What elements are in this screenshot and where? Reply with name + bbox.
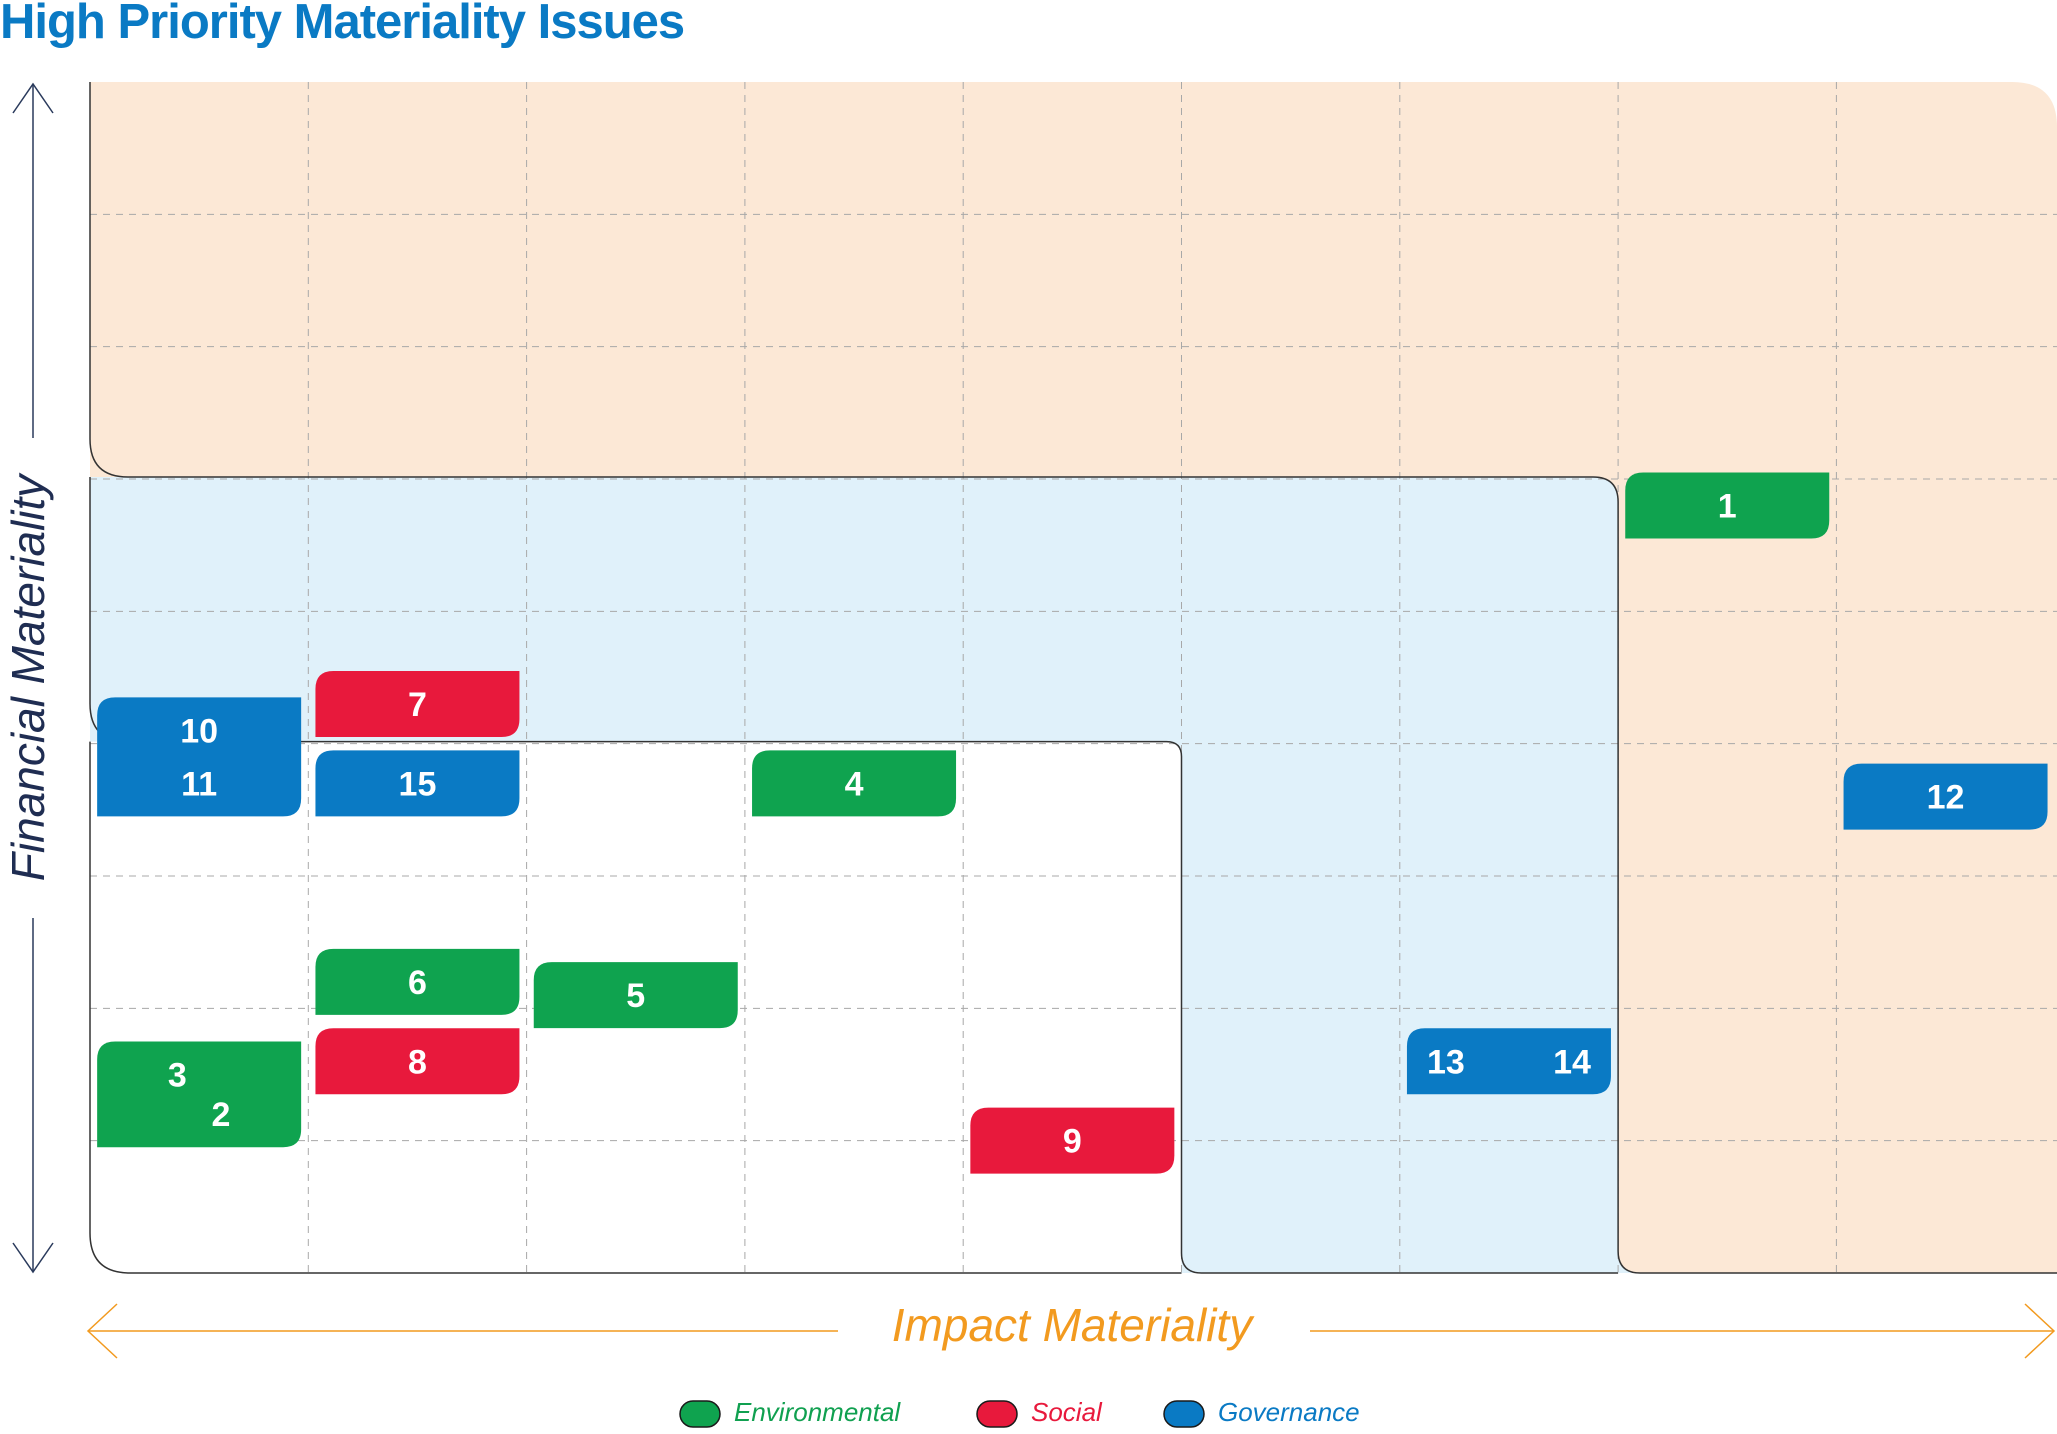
issue-label-8: 8 xyxy=(408,1043,427,1081)
issue-marker-1 xyxy=(1625,472,1830,539)
zone-middle-border xyxy=(89,477,1619,1274)
issue-label-6: 6 xyxy=(408,964,427,1002)
issue-label-13: 13 xyxy=(1427,1043,1465,1081)
x-axis-arrowhead-left xyxy=(86,1303,118,1359)
legend-label-governance: Governance xyxy=(1218,1397,1360,1427)
legend: Environmental Social Governance xyxy=(679,1397,1360,1428)
legend-swatch-social xyxy=(976,1400,1018,1428)
issue-label-1: 1 xyxy=(1718,487,1737,525)
legend-swatch-governance xyxy=(1163,1400,1205,1428)
issue-marker-7 xyxy=(315,670,520,737)
zone-inner-border xyxy=(89,741,1182,1274)
issue-label-4: 4 xyxy=(845,765,864,803)
chart-title: High Priority Materiality Issues xyxy=(0,0,685,49)
issue-marker-13-14 xyxy=(1406,1028,1611,1095)
x-axis-arrowhead-right xyxy=(2024,1303,2056,1359)
y-axis-arrowhead-up xyxy=(12,82,54,114)
issue-marker-4 xyxy=(752,750,957,817)
legend-label-social: Social xyxy=(1031,1397,1103,1427)
issue-marker-15 xyxy=(315,750,520,817)
zone-borders xyxy=(89,82,2057,1274)
issue-label-15: 15 xyxy=(399,765,437,803)
axes: Financial Materiality Impact Materiality xyxy=(2,82,2056,1359)
issue-label-10: 10 xyxy=(180,712,218,750)
issue-label-9: 9 xyxy=(1063,1123,1082,1161)
issue-marker-8 xyxy=(315,1028,520,1095)
issue-marker-3-2 xyxy=(97,1041,302,1148)
issue-marker-6 xyxy=(315,948,520,1015)
issue-label-14: 14 xyxy=(1553,1043,1591,1081)
zone-outer-border xyxy=(89,82,2057,1274)
issue-label-2: 2 xyxy=(212,1096,231,1134)
y-axis-label: Financial Materiality xyxy=(2,472,54,881)
issue-marker-10-11 xyxy=(97,697,302,817)
legend-swatch-environmental xyxy=(679,1400,721,1428)
y-axis-arrowhead-down xyxy=(12,1242,54,1274)
x-axis-label: Impact Materiality xyxy=(892,1299,1255,1351)
issue-label-5: 5 xyxy=(626,977,645,1015)
issue-marker-9 xyxy=(970,1107,1175,1174)
issue-marker-5 xyxy=(533,962,738,1029)
issue-marker-12 xyxy=(1843,763,2048,830)
issue-label-11: 11 xyxy=(181,765,217,803)
issue-label-7: 7 xyxy=(408,686,427,724)
issue-label-12: 12 xyxy=(1927,779,1965,817)
legend-label-environmental: Environmental xyxy=(734,1397,901,1427)
issue-label-3: 3 xyxy=(168,1057,187,1095)
